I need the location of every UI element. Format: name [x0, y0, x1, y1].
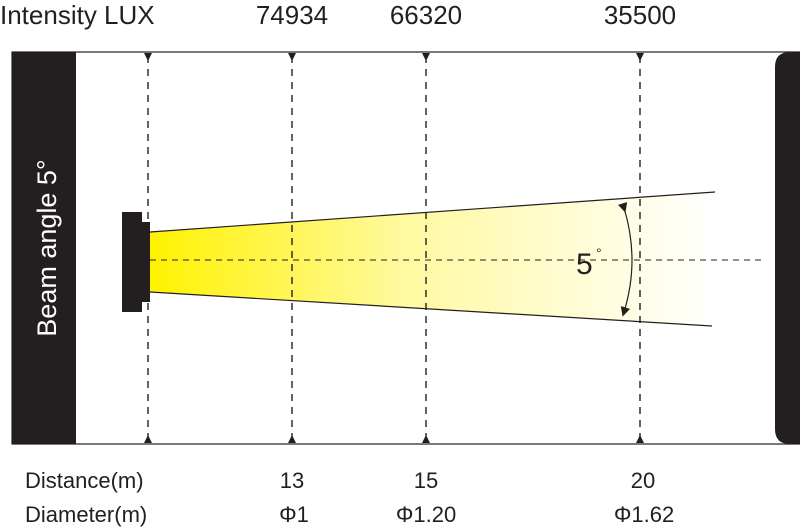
- angle-value: 5: [576, 248, 593, 281]
- distance-label: Distance(m): [25, 468, 144, 493]
- distance-15: 15: [414, 468, 438, 493]
- diameter-label: Diameter(m): [25, 502, 147, 527]
- intensity-value-20m: 35500: [604, 0, 676, 30]
- angle-degree: °: [596, 245, 602, 261]
- diameter-20: Φ1.62: [614, 502, 674, 527]
- side-bar: [12, 52, 76, 444]
- diameter-15: Φ1.20: [396, 502, 456, 527]
- intensity-value-15m: 66320: [390, 0, 462, 30]
- intensity-value-13m: 74934: [256, 0, 328, 30]
- light-fixture: [122, 212, 150, 312]
- distance-13: 13: [280, 468, 304, 493]
- wall-bar: [775, 52, 800, 444]
- angle-arc-icon: [618, 202, 633, 317]
- beam-edge-bottom: [149, 291, 713, 327]
- marker-arrowheads: [144, 53, 644, 443]
- beam-edge-top: [149, 191, 716, 233]
- distance-20: 20: [631, 468, 655, 493]
- beam-angle-side-label: Beam angle 5°: [32, 159, 62, 336]
- diameter-13: Φ1: [279, 502, 309, 527]
- intensity-label: Intensity LUX: [0, 0, 155, 30]
- light-beam: [150, 192, 715, 326]
